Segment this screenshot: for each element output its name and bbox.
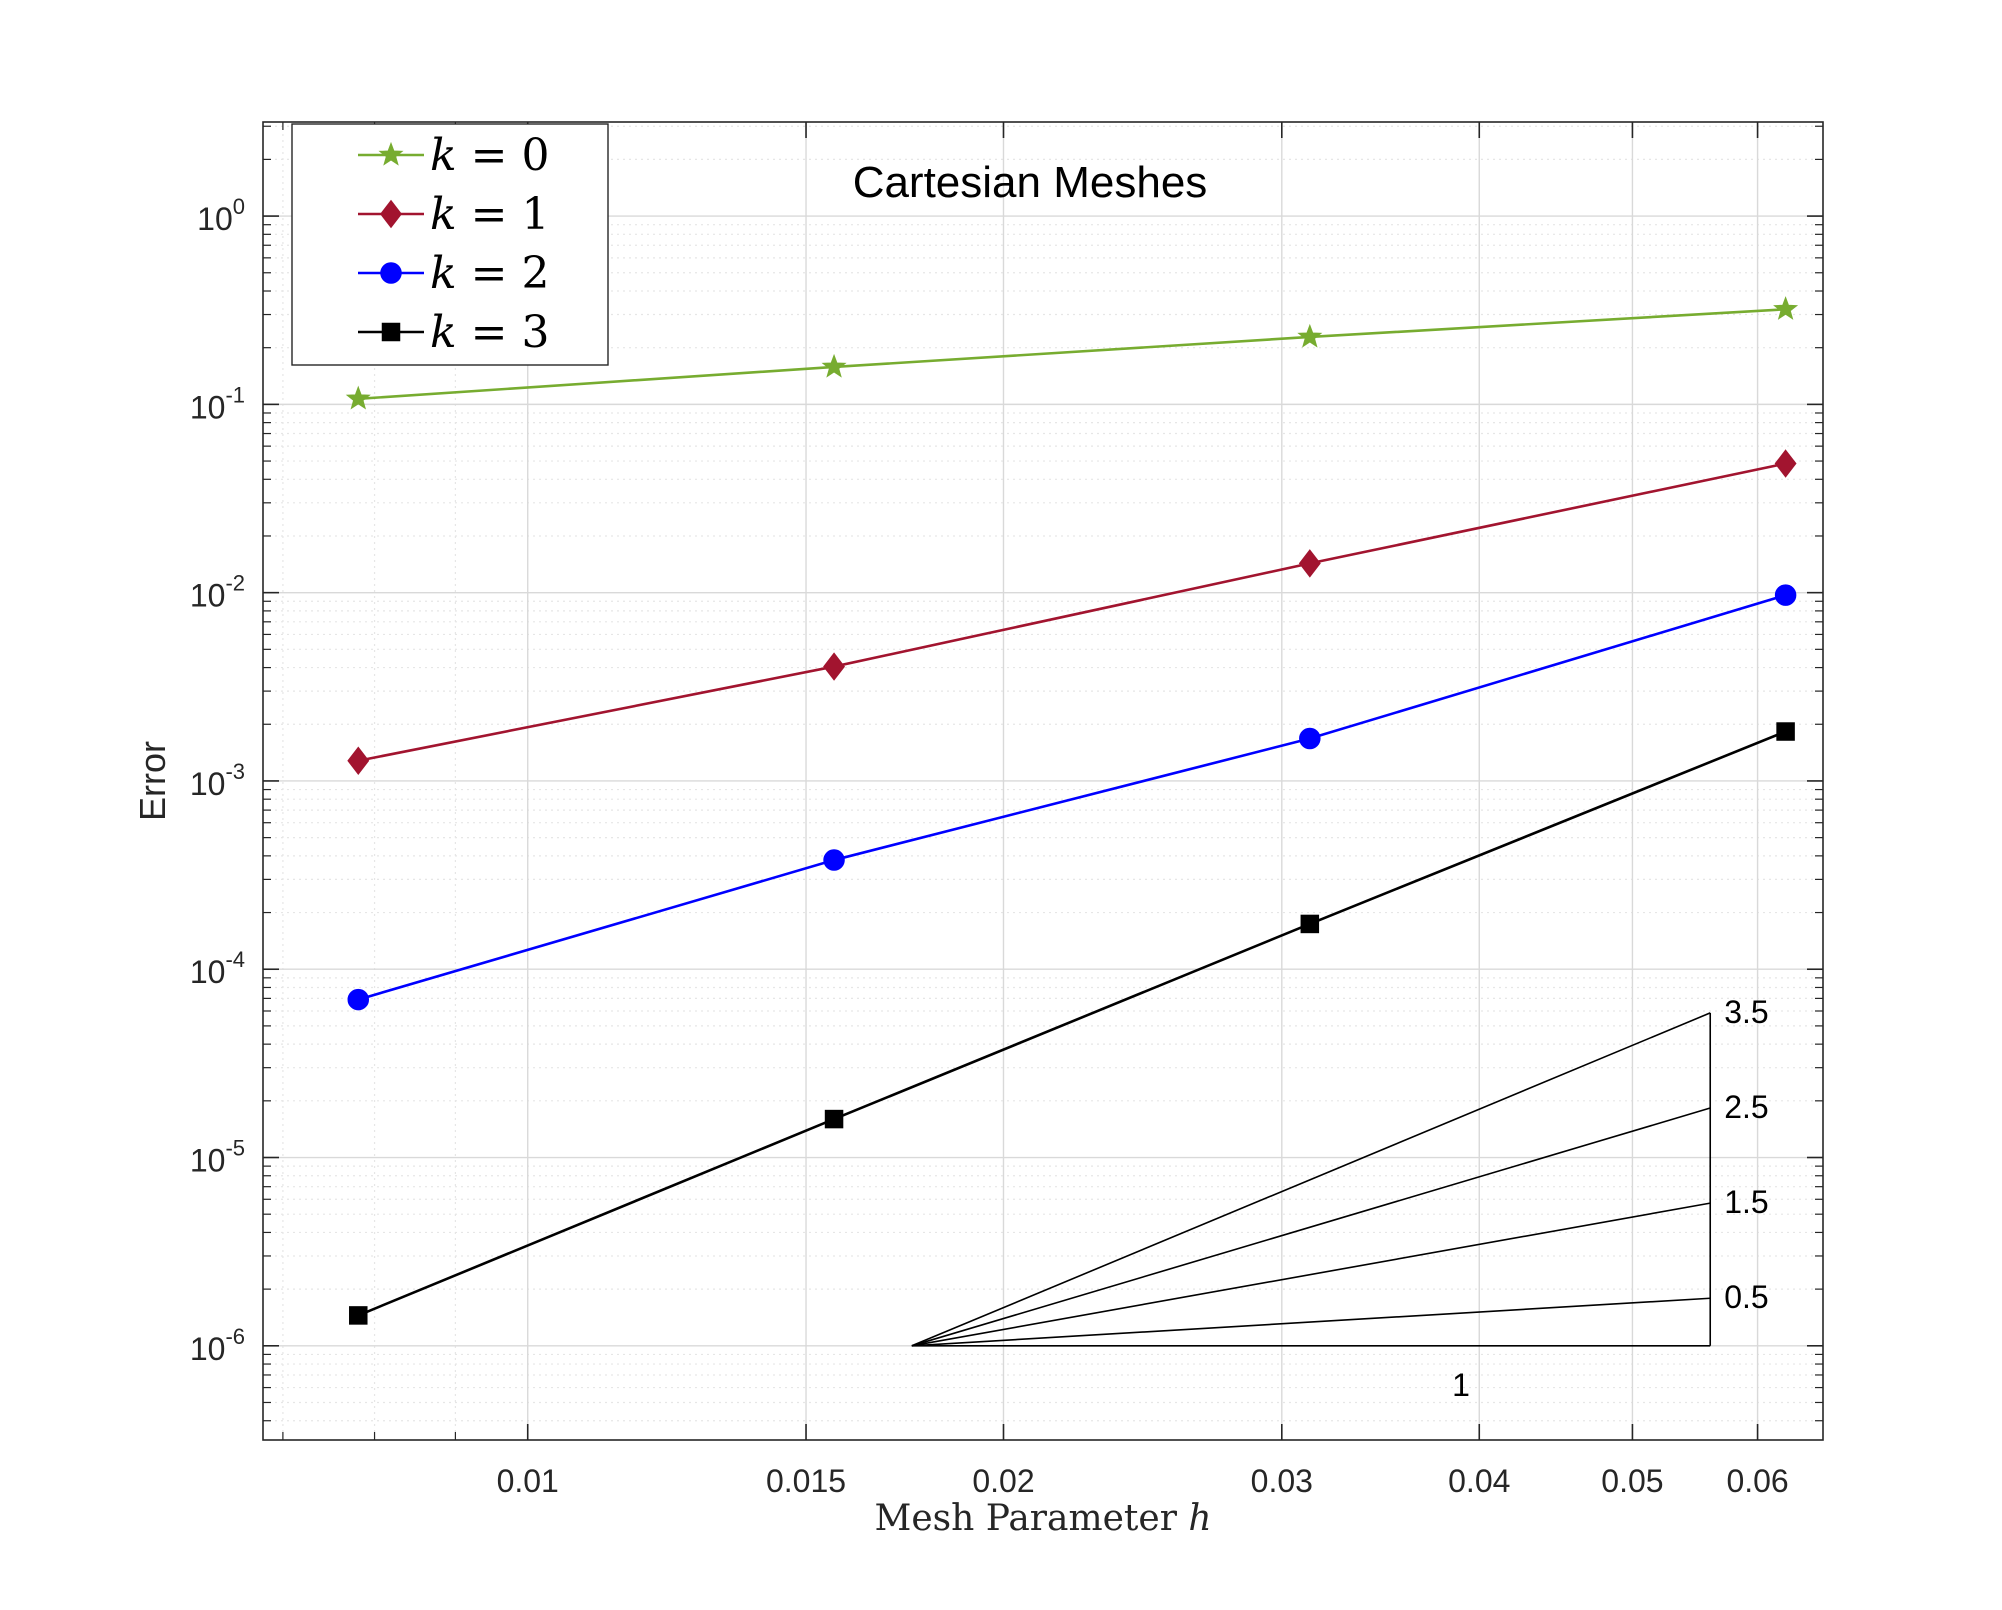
series-line: [357, 730, 1787, 1317]
diamond-marker: [1774, 449, 1797, 478]
series-k1: [347, 449, 1797, 775]
legend-label: k = 1: [430, 189, 550, 240]
x-tick-label: 0.01: [497, 1463, 559, 1499]
x-axis-label-var: h: [1188, 1498, 1211, 1539]
y-tick-base: 10: [190, 1143, 226, 1179]
slope-line: [911, 1202, 1711, 1347]
legend-eq: = 3: [457, 307, 550, 358]
slope-line: [911, 1012, 1711, 1347]
diamond-marker: [823, 652, 845, 681]
y-tick-exponent: -5: [225, 1136, 245, 1161]
circle-marker: [1774, 584, 1797, 606]
x-tick-labels: 0.01 0.015 0.02 0.03 0.04 0.05 0.06: [497, 1463, 1789, 1499]
slope-triangle: 3.5 2.5 1.5 0.5 1: [911, 994, 1769, 1403]
star-marker: [1773, 296, 1799, 320]
x-tick-label: 0.03: [1251, 1463, 1313, 1499]
slope-label: 1.5: [1724, 1184, 1768, 1220]
y-tick-base: 10: [190, 954, 226, 990]
legend-entry-k1: k = 1: [358, 189, 550, 240]
legend-eq: = 0: [457, 130, 550, 181]
legend-var: k: [430, 130, 457, 181]
series-line: [358, 462, 1786, 763]
legend-eq: = 1: [457, 189, 550, 240]
diamond-marker: [380, 199, 402, 229]
series-k2: [347, 584, 1797, 1011]
y-tick-label: 10-3: [190, 759, 245, 802]
series-line: [358, 307, 1786, 401]
y-tick-exponent: -6: [225, 1324, 245, 1349]
slope-line: [911, 1297, 1711, 1347]
legend-label: k = 3: [430, 307, 550, 358]
legend-var: k: [430, 189, 457, 240]
diamond-marker: [347, 746, 370, 775]
x-axis-label: Mesh Parameter h: [874, 1498, 1211, 1539]
square-marker: [381, 322, 401, 342]
legend-entry-k0: k = 0: [358, 130, 550, 181]
slope-label: 2.5: [1724, 1089, 1768, 1125]
circle-marker: [823, 849, 845, 871]
diamond-marker: [1298, 549, 1321, 578]
star-marker: [821, 353, 847, 378]
y-tick-exponent: -4: [225, 947, 245, 972]
legend-box: [291, 123, 609, 366]
x-tick-label: 0.04: [1448, 1463, 1510, 1499]
y-tick-exponent: -2: [225, 571, 245, 596]
y-tick-base: 10: [190, 1331, 226, 1367]
star-marker: [378, 141, 404, 166]
circle-marker: [380, 262, 402, 284]
circle-marker: [347, 988, 370, 1011]
legend-label: k = 0: [430, 130, 550, 181]
y-tick-exponent: 0: [233, 194, 245, 219]
y-tick-label: 10-1: [190, 382, 245, 425]
legend-var: k: [430, 307, 457, 358]
y-tick-label: 10-4: [190, 947, 245, 990]
square-marker: [824, 1109, 844, 1129]
slope-line: [911, 1107, 1711, 1347]
y-tick-base: 10: [190, 766, 226, 802]
x-tick-label: 0.05: [1601, 1463, 1663, 1499]
star-marker: [345, 385, 371, 410]
square-marker: [1300, 914, 1320, 934]
legend-entry-k2: k = 2: [358, 248, 550, 299]
square-marker: [1776, 722, 1795, 741]
y-tick-base: 10: [190, 578, 226, 614]
star-marker: [1297, 323, 1323, 348]
series-line: [357, 593, 1786, 1001]
y-tick-base: 10: [197, 201, 233, 237]
ticks-layer: [263, 122, 1823, 1440]
y-tick-label: 100: [197, 194, 245, 237]
chart-title: Cartesian Meshes: [853, 158, 1208, 207]
y-tick-label: 10-2: [190, 571, 245, 614]
square-marker: [349, 1306, 368, 1325]
x-axis-label-text: Mesh Parameter: [874, 1498, 1188, 1539]
legend-var: k: [430, 248, 457, 299]
legend: k = 0k = 1k = 2k = 3: [291, 123, 609, 366]
legend-entry-k3: k = 3: [358, 307, 550, 358]
legend-label: k = 2: [430, 248, 550, 299]
y-tick-label: 10-5: [190, 1136, 245, 1179]
slope-run-label: 1: [1452, 1367, 1470, 1403]
y-axis-label: Error: [132, 741, 173, 821]
series-k0: [345, 296, 1799, 410]
y-tick-label: 10-6: [190, 1324, 245, 1367]
legend-eq: = 2: [457, 248, 550, 299]
circle-marker: [1299, 727, 1321, 750]
series-layer: [345, 296, 1799, 1325]
y-tick-exponent: -1: [225, 382, 245, 407]
y-tick-exponent: -3: [225, 759, 245, 784]
x-tick-label: 0.015: [766, 1463, 846, 1499]
slope-label: 3.5: [1724, 994, 1768, 1030]
x-tick-label: 0.06: [1726, 1463, 1788, 1499]
x-tick-label: 0.02: [972, 1463, 1034, 1499]
series-k3: [349, 722, 1795, 1325]
slope-label: 0.5: [1724, 1279, 1768, 1315]
y-tick-base: 10: [190, 389, 226, 425]
